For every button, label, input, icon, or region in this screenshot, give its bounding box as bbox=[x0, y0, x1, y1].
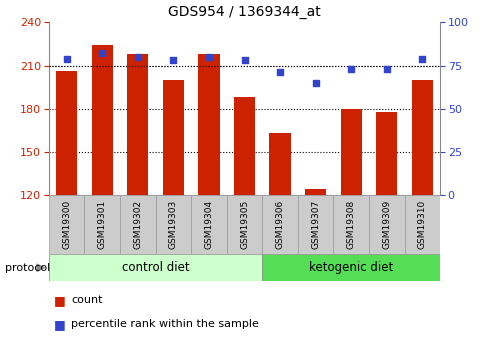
Bar bbox=[404, 195, 439, 254]
Bar bbox=[56, 71, 77, 195]
Bar bbox=[297, 195, 333, 254]
Bar bbox=[49, 254, 262, 281]
Text: GSM19301: GSM19301 bbox=[98, 200, 106, 249]
Text: count: count bbox=[71, 295, 102, 305]
Bar bbox=[305, 189, 325, 195]
Bar bbox=[340, 109, 361, 195]
Text: GSM19307: GSM19307 bbox=[310, 200, 320, 249]
Bar bbox=[262, 195, 297, 254]
Bar bbox=[375, 111, 397, 195]
Text: GSM19305: GSM19305 bbox=[240, 200, 248, 249]
Text: GSM19302: GSM19302 bbox=[133, 200, 142, 249]
Text: GSM19308: GSM19308 bbox=[346, 200, 355, 249]
Point bbox=[98, 51, 106, 56]
Point bbox=[169, 58, 177, 63]
Bar bbox=[262, 254, 439, 281]
Bar bbox=[226, 195, 262, 254]
Point bbox=[240, 58, 248, 63]
Point bbox=[311, 80, 319, 86]
Text: percentile rank within the sample: percentile rank within the sample bbox=[71, 319, 258, 329]
Point bbox=[204, 54, 212, 60]
Text: control diet: control diet bbox=[122, 261, 189, 274]
Title: GDS954 / 1369344_at: GDS954 / 1369344_at bbox=[168, 4, 320, 19]
Point bbox=[134, 54, 142, 60]
Bar bbox=[411, 80, 432, 195]
Point bbox=[62, 56, 70, 61]
Bar bbox=[191, 195, 226, 254]
Text: GSM19306: GSM19306 bbox=[275, 200, 284, 249]
Point bbox=[418, 56, 426, 61]
Bar bbox=[84, 195, 120, 254]
Bar bbox=[155, 195, 191, 254]
Text: GSM19300: GSM19300 bbox=[62, 200, 71, 249]
Text: ketogenic diet: ketogenic diet bbox=[308, 261, 392, 274]
Text: GSM19303: GSM19303 bbox=[168, 200, 178, 249]
Text: ■: ■ bbox=[54, 294, 65, 307]
Bar bbox=[163, 80, 183, 195]
Bar bbox=[368, 195, 404, 254]
Text: GSM19310: GSM19310 bbox=[417, 200, 426, 249]
Bar bbox=[198, 54, 219, 195]
Bar bbox=[333, 195, 368, 254]
Point bbox=[382, 66, 390, 72]
Bar bbox=[233, 97, 255, 195]
Point bbox=[346, 66, 354, 72]
Bar bbox=[269, 133, 290, 195]
Bar bbox=[91, 46, 113, 195]
Bar bbox=[127, 54, 148, 195]
Text: protocol: protocol bbox=[5, 263, 50, 273]
Bar bbox=[120, 195, 155, 254]
Point bbox=[276, 70, 284, 75]
Bar bbox=[49, 195, 84, 254]
Text: GSM19309: GSM19309 bbox=[382, 200, 390, 249]
Text: ■: ■ bbox=[54, 318, 65, 331]
Text: GSM19304: GSM19304 bbox=[204, 200, 213, 249]
